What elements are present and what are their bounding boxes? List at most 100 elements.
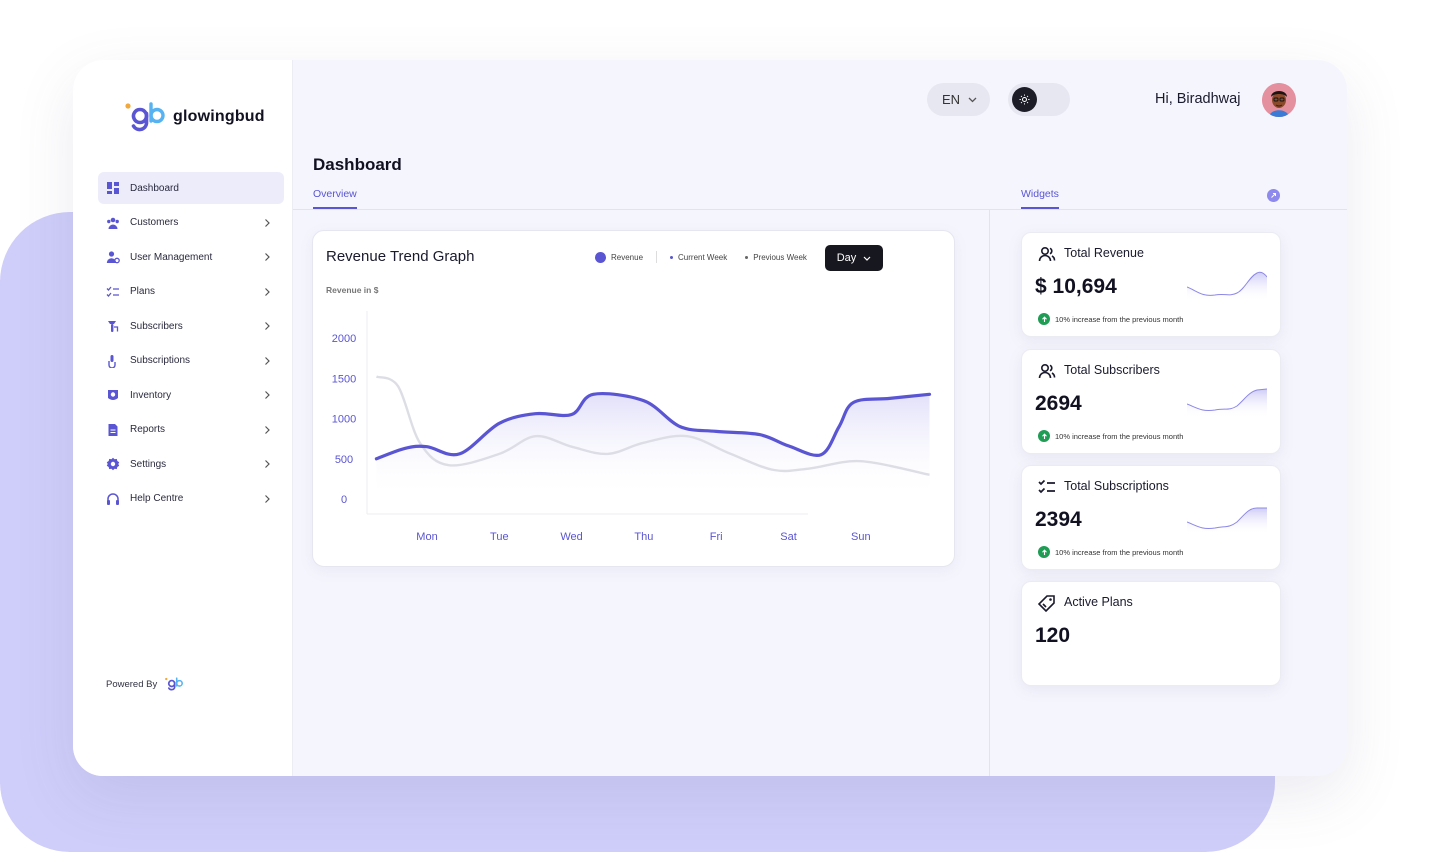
sidebar-item-help-centre[interactable]: Help Centre [98, 483, 284, 515]
user-management-icon [106, 250, 120, 264]
x-tick-label: Sun [851, 531, 871, 543]
stat-card-active-plans[interactable]: Active Plans 120 [1021, 581, 1281, 686]
chevron-right-icon [265, 287, 270, 296]
stat-value: 120 [1035, 624, 1071, 647]
x-tick-label: Tue [490, 531, 509, 543]
sidebar-item-label: Help Centre [130, 493, 184, 504]
arrow-up-icon [1038, 430, 1050, 442]
plans-icon [106, 285, 120, 299]
widget-settings-icon[interactable] [1267, 189, 1280, 202]
current-week-line [374, 392, 932, 461]
sidebar-item-label: User Management [130, 251, 213, 263]
sidebar-item-label: Plans [130, 286, 156, 297]
brand-logo[interactable]: glowingbud [123, 100, 265, 134]
legend-separator [656, 251, 658, 263]
legend-revenue-marker [595, 251, 606, 263]
brand-name: glowingbud [173, 108, 265, 125]
tag-icon [1038, 595, 1055, 612]
revenue-trend-chart: 0 500 1000 1500 2000 Mon Tue Wed Thu Fri Sat Sun [332, 311, 932, 543]
legend-current-week-marker [670, 255, 674, 259]
stat-trend-note: 10% increase from the previous month [1038, 430, 1183, 442]
users-icon [1038, 246, 1056, 262]
x-tick-label: Fri [710, 531, 723, 543]
period-value: Day [836, 252, 857, 264]
legend-previous-week: Previous Week [740, 253, 820, 262]
theme-toggle[interactable] [1008, 83, 1070, 116]
tabs-divider [293, 209, 1347, 210]
sidebar-item-inventory[interactable]: Inventory [98, 379, 284, 411]
sidebar-item-label: Settings [130, 458, 167, 470]
chevron-right-icon [265, 218, 270, 227]
stat-trend-note: 10% increase from the previous month [1038, 546, 1183, 558]
period-select-button[interactable]: Day [825, 245, 883, 271]
chevron-right-icon [265, 322, 270, 330]
chevron-down-icon [863, 256, 871, 261]
language-select[interactable]: EN [927, 83, 990, 116]
app-window: glowingbud Dashboard Customers User Manage… [73, 60, 1347, 776]
inventory-icon [106, 388, 120, 402]
y-tick-label: 0 [341, 494, 347, 506]
customers-icon [106, 216, 120, 230]
sidebar-item-subscribers[interactable]: Subscribers [98, 310, 284, 342]
sidebar-item-reports[interactable]: Reports [98, 414, 284, 446]
user-avatar[interactable] [1262, 83, 1296, 117]
stat-note-text: 10% increase from the previous month [1055, 547, 1184, 557]
chevron-down-icon [968, 97, 977, 102]
legend-previous-week-label: Previous Week [753, 252, 807, 262]
stat-card-total-subscriptions[interactable]: Total Subscriptions 2394 10% increase from… [1021, 465, 1281, 570]
y-tick-label: 500 [335, 454, 353, 466]
arrow-up-icon [1038, 313, 1050, 325]
sidebar-item-label: Subscriptions [130, 355, 191, 366]
chart-legend: Revenue Current Week Previous Week [595, 251, 820, 263]
chevron-right-icon [265, 356, 270, 365]
stat-title: Total Revenue [1064, 246, 1144, 260]
sidebar: glowingbud Dashboard Customers User Manage… [73, 60, 293, 776]
language-value: EN [942, 92, 961, 107]
user-greeting: Hi, Biradhwaj [1155, 91, 1241, 107]
chevron-right-icon [265, 425, 270, 434]
stat-note-text: 10% increase from the previous month [1055, 314, 1184, 324]
tab-overview[interactable]: Overview [313, 188, 357, 209]
x-tick-label: Wed [560, 531, 582, 543]
page-title: Dashboard [313, 155, 402, 174]
stat-sparkline [1187, 388, 1267, 418]
sidebar-item-subscriptions[interactable]: Subscriptions [98, 345, 284, 377]
y-tick-label: 2000 [332, 333, 356, 345]
legend-revenue-label: Revenue [611, 252, 644, 262]
users-icon [1038, 363, 1056, 379]
reports-icon [106, 423, 120, 437]
sidebar-item-label: Reports [130, 424, 166, 435]
x-tick-label: Thu [634, 531, 653, 543]
stat-sparkline [1187, 271, 1267, 301]
glowingbud-logo-icon [125, 102, 165, 132]
x-tick-label: Mon [416, 531, 437, 543]
previous-week-line [375, 375, 930, 476]
x-tick-label: Sat [780, 531, 797, 543]
powered-by-label: Powered By [106, 678, 158, 690]
sidebar-item-dashboard[interactable]: Dashboard [98, 172, 284, 204]
sidebar-item-customers[interactable]: Customers [98, 207, 284, 239]
y-tick-label: 1500 [332, 373, 356, 385]
panel-divider [989, 210, 990, 776]
stat-title: Total Subscribers [1064, 363, 1160, 377]
sidebar-item-label: Customers [130, 217, 179, 228]
stat-trend-note: 10% increase from the previous month [1038, 313, 1183, 325]
y-tick-label: 1000 [332, 414, 356, 426]
subscriptions-icon [106, 354, 120, 368]
stat-card-total-revenue[interactable]: Total Revenue $ 10,694 10% increase from t… [1021, 232, 1281, 337]
sidebar-item-label: Dashboard [130, 182, 179, 194]
chevron-right-icon [265, 494, 270, 503]
stat-note-text: 10% increase from the previous month [1055, 431, 1184, 441]
sidebar-item-label: Inventory [130, 389, 172, 401]
checklist-icon [1038, 479, 1055, 494]
chevron-right-icon [265, 460, 270, 468]
legend-current-week: Current Week [657, 253, 740, 262]
sidebar-item-plans[interactable]: Plans [98, 276, 284, 308]
subscribers-icon [106, 319, 120, 333]
tab-widgets[interactable]: Widgets [1021, 188, 1059, 209]
chart-title: Revenue Trend Graph [326, 248, 475, 265]
sidebar-item-settings[interactable]: Settings [98, 448, 284, 480]
stat-card-total-subscribers[interactable]: Total Subscribers 2694 10% increase from t… [1021, 349, 1281, 454]
sidebar-item-user-management[interactable]: User Management [98, 241, 284, 273]
chevron-right-icon [265, 391, 270, 399]
